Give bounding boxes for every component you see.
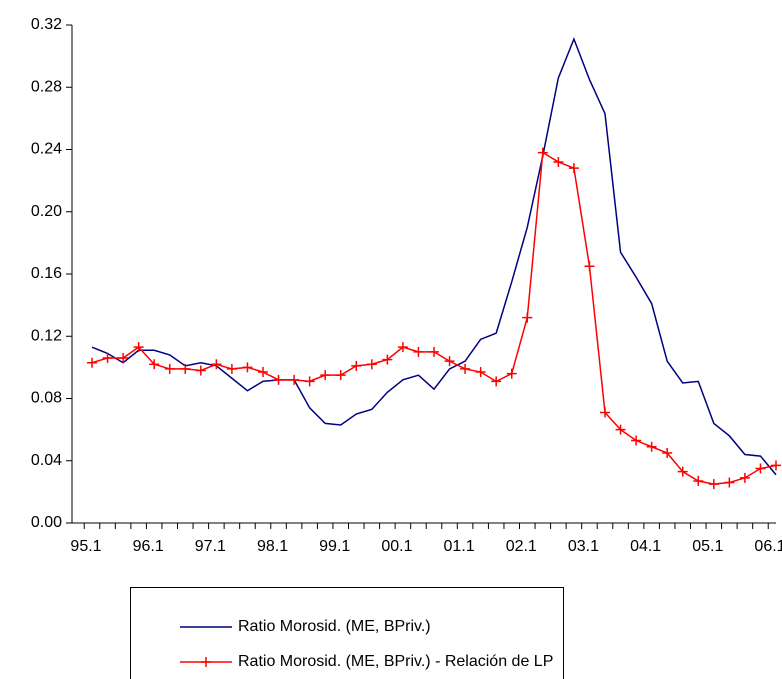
x-tick-label: 02.1 <box>506 538 537 555</box>
point-marker <box>662 447 673 458</box>
legend-label: Ratio Morosid. (ME, BPriv.) <box>238 618 431 635</box>
point-marker <box>335 370 346 381</box>
x-tick-label: 06.1 <box>754 538 782 555</box>
point-marker <box>708 479 719 490</box>
point-marker <box>506 368 517 379</box>
point-marker <box>149 359 160 370</box>
x-tick-label: 01.1 <box>444 538 475 555</box>
point-marker <box>304 376 315 387</box>
point-marker <box>413 346 424 357</box>
point-marker <box>771 460 781 471</box>
point-marker <box>537 147 548 158</box>
y-tick-label: 0.04 <box>31 452 62 469</box>
x-tick-label: 96.1 <box>133 538 164 555</box>
point-marker <box>631 435 642 446</box>
y-tick-label: 0.24 <box>31 141 62 158</box>
point-marker <box>693 475 704 486</box>
point-marker <box>87 357 97 368</box>
point-marker <box>615 424 626 435</box>
x-tick-label: 03.1 <box>568 538 599 555</box>
point-marker <box>382 354 393 365</box>
point-marker <box>460 363 471 374</box>
point-marker <box>724 477 735 488</box>
x-tick-label: 05.1 <box>692 538 723 555</box>
point-marker <box>444 356 455 367</box>
y-tick-label: 0.08 <box>31 390 62 407</box>
series-line <box>91 151 777 485</box>
point-marker <box>258 367 268 378</box>
point-marker <box>102 353 113 364</box>
point-marker <box>475 367 486 378</box>
point-marker <box>320 370 331 381</box>
x-tick-label: 95.1 <box>70 538 101 555</box>
x-tick-label: 00.1 <box>381 538 412 555</box>
x-tick-label: 04.1 <box>630 538 661 555</box>
point-marker <box>429 346 439 357</box>
x-tick-label: 98.1 <box>257 538 288 555</box>
x-tick-label: 97.1 <box>195 538 226 555</box>
point-marker <box>351 360 362 371</box>
point-marker <box>491 376 502 387</box>
y-tick-label: 0.32 <box>31 16 62 33</box>
point-marker <box>195 365 206 376</box>
point-marker <box>133 342 144 353</box>
point-marker <box>164 363 175 374</box>
point-marker <box>242 362 253 373</box>
point-marker <box>273 374 284 385</box>
legend-marker <box>201 657 211 667</box>
y-tick-label: 0.28 <box>31 78 62 95</box>
series-line <box>91 36 777 476</box>
point-marker <box>553 156 564 167</box>
y-tick-label: 0.20 <box>31 203 62 220</box>
point-marker <box>739 472 750 483</box>
point-marker <box>755 463 766 474</box>
point-marker <box>366 359 377 370</box>
legend-box <box>130 587 564 679</box>
point-marker <box>226 363 237 374</box>
point-marker <box>677 466 688 477</box>
point-marker <box>600 407 610 418</box>
point-marker <box>397 342 408 353</box>
point-marker <box>289 374 300 385</box>
point-marker <box>180 363 191 374</box>
y-tick-label: 0.16 <box>31 265 62 282</box>
point-marker <box>118 353 129 364</box>
point-marker <box>568 163 579 174</box>
point-marker <box>211 359 222 370</box>
y-tick-label: 0.00 <box>31 514 62 531</box>
point-marker <box>646 441 657 452</box>
point-marker <box>584 261 595 272</box>
legend-label: Ratio Morosid. (ME, BPriv.) - Relación d… <box>238 653 553 670</box>
point-marker <box>522 312 533 323</box>
x-tick-label: 99.1 <box>319 538 350 555</box>
y-tick-label: 0.12 <box>31 327 62 344</box>
